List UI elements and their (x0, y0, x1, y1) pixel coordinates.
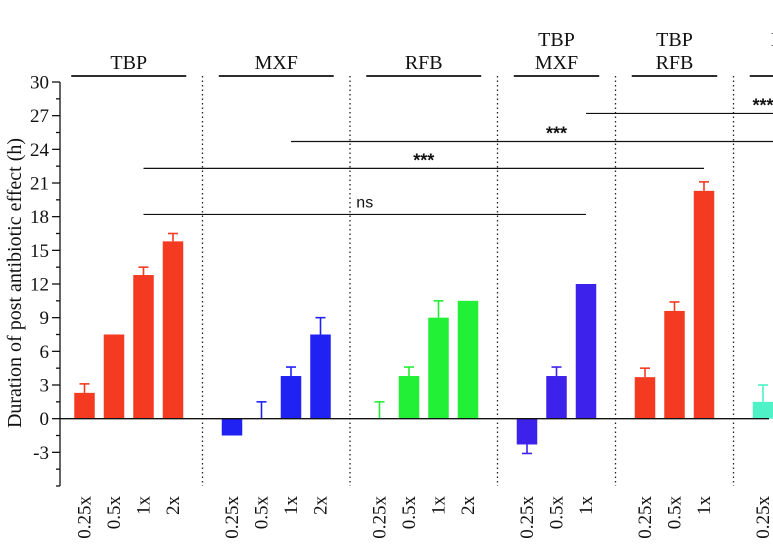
group-header-label: RFB (656, 52, 694, 74)
x-tick-label: 1x (576, 496, 597, 516)
bar (398, 376, 420, 419)
y-tick-label: 24 (30, 140, 50, 161)
y-tick-label: 6 (40, 342, 50, 363)
bar (457, 300, 479, 419)
x-tick-label: 0.5x (252, 496, 273, 530)
x-tick-label: 0.25x (370, 496, 391, 539)
significance-label: *** (752, 95, 773, 115)
x-tick-label: 0.25x (222, 496, 243, 539)
bars (74, 181, 773, 455)
group-header-label: TBP (656, 29, 693, 51)
significance-label: *** (413, 150, 434, 170)
bar (428, 317, 449, 419)
bar (133, 275, 154, 419)
x-tick-label: 2x (311, 496, 332, 516)
bar (516, 418, 538, 445)
y-tick-label: 18 (30, 207, 49, 228)
x-tick-label: 0.25x (75, 496, 96, 539)
bar (221, 418, 243, 436)
y-tick-label: 0 (40, 409, 50, 430)
x-tick-label: 1x (134, 496, 155, 516)
axes: -3 0 3 6 9 12 15 18 21 24 27 30 0.25x 0.5x 1x 2x 0.25x 0.… (30, 73, 773, 539)
x-tick-label: 0.25x (753, 496, 773, 539)
bar (752, 401, 773, 419)
y-tick-label: 27 (30, 106, 49, 127)
x-tick-label: 0.5x (104, 496, 125, 530)
bar (103, 334, 125, 419)
bar (693, 190, 715, 419)
x-tick-label: 0.5x (547, 496, 568, 530)
y-tick-label: 3 (40, 376, 50, 397)
x-tick-label: 1x (429, 496, 450, 516)
bar (546, 376, 567, 419)
y-tick-label: 15 (30, 241, 49, 262)
x-tick-label: 2x (458, 496, 479, 516)
group-header-label: MXF (771, 29, 773, 51)
bar (310, 334, 331, 419)
group-header-label: RFB (405, 52, 443, 74)
x-tick-label: 2x (163, 496, 184, 516)
y-axis-label: Duration of post antibiotic effect (h) (4, 138, 26, 428)
group-headers: TBPMXFRFBTBPMXFTBPRFBMXFRFBTBPMXFRFB (71, 29, 773, 77)
group-dividers (201, 76, 735, 486)
bar (664, 310, 685, 419)
x-tick-label: 0.25x (635, 496, 656, 539)
significance-brackets: ns *** *** *** (143, 95, 773, 216)
bar (162, 241, 184, 419)
significance-label: ns (356, 194, 373, 211)
x-tick-label: 1x (694, 496, 715, 516)
group-header-label: TBP (110, 52, 147, 74)
y-tick-label: 21 (30, 174, 49, 195)
bar (634, 377, 656, 419)
y-tick-label: 30 (30, 73, 49, 94)
y-tick-label: 9 (40, 308, 50, 329)
x-tick-label: 1x (281, 496, 302, 516)
x-tick-label: 0.5x (399, 496, 420, 530)
y-tick-label: -3 (33, 443, 49, 464)
y-tick-label: 12 (30, 275, 49, 296)
bar (280, 376, 302, 419)
group-header-label: MXF (255, 52, 298, 74)
bar (74, 392, 95, 419)
significance-label: *** (546, 123, 567, 143)
x-tick-label: 0.5x (665, 496, 686, 530)
x-tick-label: 0.25x (517, 496, 538, 539)
bar (575, 284, 597, 419)
group-header-label: TBP (538, 29, 575, 51)
group-header-label: MXF (535, 52, 578, 74)
